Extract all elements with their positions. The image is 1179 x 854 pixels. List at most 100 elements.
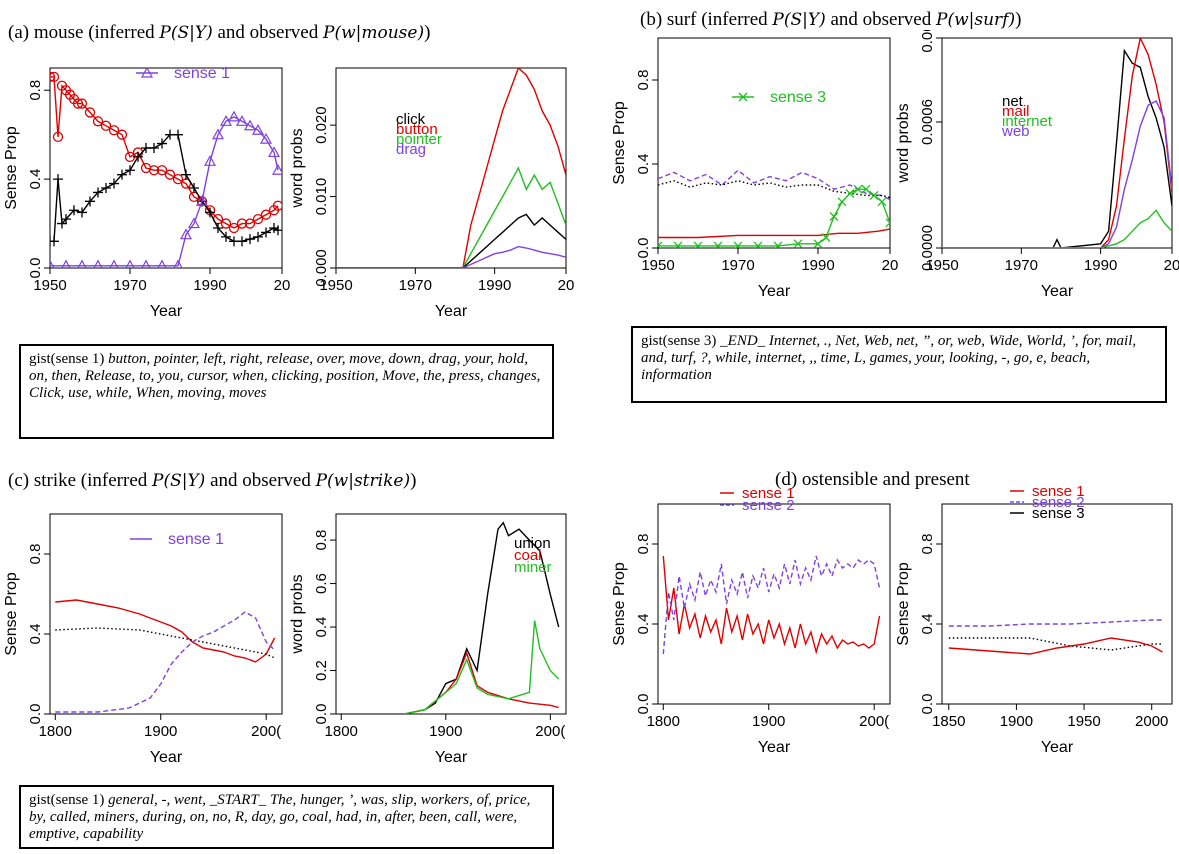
legend-label: miner [514,559,552,576]
y-axis-label: Sense Prop [611,101,628,185]
plot-frame [941,37,1173,249]
y-tick-label: 0.00 [919,30,936,53]
legend-marker [140,66,154,78]
x-tick-label: 20 [1164,257,1179,274]
series-line-red [658,228,890,239]
data-point-black [53,174,63,185]
legend-label: sense 2 [742,497,795,514]
data-point-green [877,197,887,207]
data-point-black [125,165,135,176]
plot-area [942,38,1172,248]
x-tick-label: 1970 [113,277,146,294]
data-point-green [658,241,663,248]
data-point-black [61,214,71,225]
y-tick-label: 0.0000 [919,225,936,271]
x-tick-label: 1970 [1005,257,1038,274]
data-point-purple [235,115,249,126]
title-d-pre: (d) ostensible and present [775,469,970,490]
series-line-black [55,627,275,659]
chart-strike-words: 0.0 0.2 0.4 0.6 0.8 1800 1900 200(Year word prob… [289,513,567,766]
series-line-black [50,133,279,243]
legend-label: sense 1 [174,65,230,82]
legend-label: drag [396,141,426,158]
x-axis-label: Year [758,739,791,756]
series-line-purple [948,619,1163,627]
data-point-red [260,209,272,220]
title-c-m1: P(S|Y) [152,471,206,491]
title-a-m2: P(w|mouse) [323,23,425,43]
gist-words: button, pointer, left, right, release, o… [29,351,541,401]
x-tick-label: 1990 [193,277,226,294]
y-tick-label: 0.4 [635,614,652,635]
x-tick-label: 1900 [752,713,785,730]
title-b-mid: and observed [825,9,936,30]
data-point-red [100,120,112,131]
x-tick-label: 1850 [932,713,965,730]
legend-label: mail [1002,103,1030,120]
y-tick-label: 0.8 [27,80,44,101]
data-point-green [845,188,855,198]
gist-words: _END_ Internet, ., Net, Web, net, ”, or,… [641,333,1137,383]
data-point-black [269,223,279,233]
data-point-red [272,200,282,211]
data-point-black [149,143,159,153]
x-tick-label: 2000 [1135,713,1168,730]
data-point-purple [93,259,103,268]
data-point-black [245,234,255,245]
data-point-red [108,125,120,136]
y-tick-label: 0.4 [313,617,330,638]
data-point-black [253,231,263,242]
x-tick-label: 1970 [721,257,754,274]
x-tick-label: 1950 [925,257,958,274]
chart-present-sense: 0.0 0.4 0.8 1850 1900 1950 2000 Year Sense Prop s… [895,486,1173,756]
data-point-black [101,183,111,193]
data-point-red [148,165,160,176]
panel-d-title: (d) ostensible and present [775,469,970,491]
plot-area [55,599,276,713]
y-tick-label: 0.000 [313,249,330,287]
plot-frame [49,513,283,715]
data-point-purple [157,259,167,268]
data-point-red [172,173,184,185]
plot-frame [657,503,891,705]
gist-words: general, -, went, _START_ The, hunger, ’… [29,792,531,842]
x-axis-label: Year [150,749,183,766]
plot-area [662,555,881,655]
data-point-black [57,218,67,229]
legend-label: sense 1 [742,486,795,502]
title-c-pre: (c) strike (inferred [8,470,153,491]
x-axis-label: Year [758,283,791,300]
title-b-pre: (b) surf (inferred [640,9,773,30]
data-point-purple [271,163,282,175]
x-tick-label: 200( [535,723,565,740]
title-c-post: ) [410,470,417,491]
y-axis-label: word probs [289,128,306,208]
y-axis-label: Sense Prop [895,562,912,646]
chart-mouse-sense: 0.0 0.4 0.8 1950 1970 1990 20 Year Sense Prop sen… [3,65,291,320]
plot-area [341,521,560,714]
series-line-green [942,209,1172,248]
y-tick-label: 0.8 [919,534,936,555]
data-point-purple [179,228,193,240]
series-line-red [341,651,559,714]
y-tick-label: 0.0 [635,694,652,715]
series-line-black [336,213,566,268]
y-axis-label: Sense Prop [611,562,628,646]
data-point-purple [50,259,55,268]
panel-c-title: (c) strike (inferred P(S|Y) and observed… [8,470,416,492]
x-tick-label: 1950 [1067,713,1100,730]
series-line-black [341,521,560,714]
gist-label: gist(sense 3) [641,333,717,349]
series-line-purple [942,100,1172,248]
y-tick-label: 0.4 [27,169,44,190]
plot-frame [335,513,567,715]
title-c-mid: and observed [205,470,316,491]
x-tick-label: 200( [859,713,889,730]
chart-strike-sense: 0.0 0.4 0.8 1800 1900 200(Year Sense Prop sense… [3,513,283,766]
plot-frame [335,67,567,269]
data-point-black [181,169,191,180]
y-tick-label: 0.8 [635,70,652,91]
x-tick-label: 20 [274,277,291,294]
data-point-green [869,191,879,200]
y-tick-label: 0.4 [27,624,44,645]
